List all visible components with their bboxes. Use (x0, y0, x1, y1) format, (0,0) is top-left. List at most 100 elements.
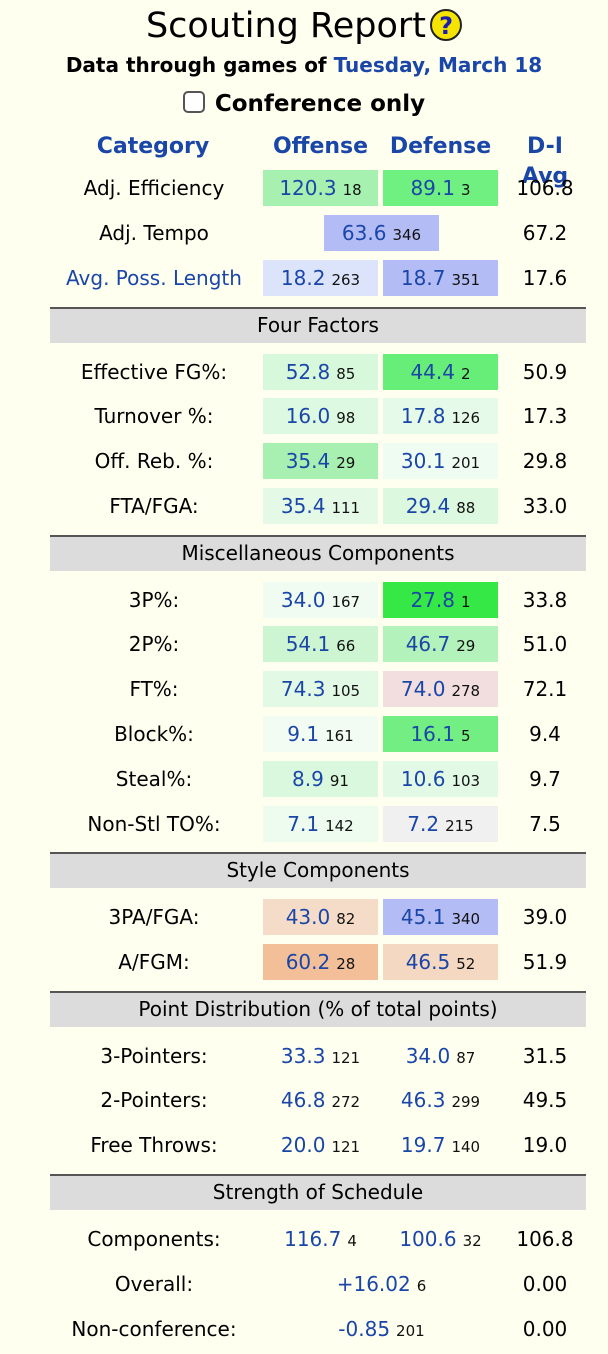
defense-rank: 201 (451, 454, 481, 472)
defense-value[interactable]: 7.2 (407, 812, 440, 836)
di-avg-value: 50.9 (522, 360, 568, 384)
offense-rank: 98 (336, 409, 356, 427)
offense-value[interactable]: 60.2 (285, 950, 331, 974)
defense-value[interactable]: 44.4 (410, 360, 455, 384)
offense-value[interactable]: 9.1 (287, 722, 320, 746)
row-label: Adj. Tempo (99, 221, 209, 245)
row-label: Effective FG%: (80, 360, 228, 384)
offense-rank: 105 (331, 682, 361, 700)
help-icon[interactable]: ? (430, 9, 463, 41)
offense-value[interactable]: 34.0 (280, 588, 326, 612)
offense-rank: 111 (331, 499, 361, 517)
di-avg-value: 106.8 (516, 176, 574, 200)
row-3p-pct: 3P%: 34.0 167 27.8 1 33.8 (0, 582, 608, 618)
offense-rank: 272 (331, 1093, 361, 1111)
defense-value[interactable]: 45.1 (400, 905, 446, 929)
defense-value[interactable]: 27.8 (410, 588, 455, 612)
row-label: 2-Pointers: (100, 1088, 208, 1112)
offense-value[interactable]: 52.8 (285, 360, 331, 384)
defense-value[interactable]: 16.1 (410, 722, 455, 746)
avg-poss-length-link[interactable]: Avg. Poss. Length (66, 266, 242, 290)
offense-cell: 20.0 121 (263, 1127, 378, 1163)
defense-value[interactable]: 34.0 (405, 1044, 451, 1068)
row-turnover-pct: Turnover %: 16.0 98 17.8 126 17.3 (0, 398, 608, 434)
offense-rank: 85 (336, 365, 356, 383)
defense-cell: 46.7 29 (383, 626, 498, 662)
offense-rank: 18 (342, 181, 362, 199)
di-avg-value: 0.00 (522, 1272, 568, 1296)
di-avg-value: 72.1 (522, 677, 568, 701)
defense-value[interactable]: 29.4 (405, 494, 451, 518)
defense-value[interactable]: 19.7 (400, 1133, 446, 1157)
defense-value[interactable]: 89.1 (410, 176, 455, 200)
row-adj-efficiency: Adj. Efficiency 120.3 18 89.1 3 106.8 (0, 170, 608, 206)
defense-value[interactable]: 18.7 (400, 266, 446, 290)
offense-cell: 35.4 29 (263, 443, 378, 479)
nonconf-cell: -0.85 201 (324, 1311, 439, 1347)
offense-value[interactable]: 54.1 (285, 632, 331, 656)
header-category[interactable]: Category (96, 134, 210, 159)
defense-cell: 46.3 299 (383, 1082, 498, 1118)
header-di-avg[interactable]: D-I Avg (521, 134, 569, 189)
page-title: Scouting Report? (0, 4, 608, 48)
nonconf-value[interactable]: -0.85 (338, 1317, 391, 1341)
nonconf-rank: 201 (396, 1322, 425, 1340)
row-label: Adj. Efficiency (83, 176, 225, 200)
row-label: Block%: (114, 722, 194, 746)
defense-rank: 32 (462, 1232, 482, 1250)
offense-value[interactable]: 116.7 (284, 1227, 342, 1251)
conference-only-checkbox[interactable] (182, 91, 205, 113)
data-through-subtitle: Data through games of Tuesday, March 18 (0, 51, 608, 79)
offense-value[interactable]: 8.9 (292, 767, 324, 791)
defense-cell: 100.6 32 (383, 1221, 498, 1257)
header-offense[interactable]: Offense (272, 134, 369, 159)
row-2p-pct: 2P%: 54.1 66 46.7 29 51.0 (0, 626, 608, 662)
subtitle-prefix: Data through games of (65, 53, 327, 77)
overall-cell: +16.02 6 (324, 1266, 439, 1302)
offense-value[interactable]: 46.8 (280, 1088, 326, 1112)
offense-value[interactable]: 74.3 (280, 677, 326, 701)
offense-value[interactable]: 16.0 (285, 404, 331, 428)
offense-value[interactable]: 43.0 (285, 905, 331, 929)
offense-value[interactable]: 7.1 (287, 812, 320, 836)
section-four-factors: Four Factors (50, 307, 586, 343)
defense-value[interactable]: 30.1 (400, 449, 446, 473)
offense-value[interactable]: 20.0 (280, 1133, 326, 1157)
defense-value[interactable]: 100.6 (399, 1227, 457, 1251)
defense-rank: 5 (460, 727, 471, 745)
defense-cell: 18.7 351 (383, 260, 498, 296)
defense-value[interactable]: 46.7 (405, 632, 451, 656)
di-avg-value: 49.5 (522, 1088, 568, 1112)
offense-value[interactable]: 35.4 (280, 494, 326, 518)
offense-rank: 82 (336, 910, 356, 928)
defense-value[interactable]: 74.0 (400, 677, 446, 701)
defense-rank: 126 (451, 409, 481, 427)
row-label: A/FGM: (118, 950, 190, 974)
row-2-pointers: 2-Pointers: 46.8 272 46.3 299 49.5 (0, 1082, 608, 1118)
tempo-value[interactable]: 63.6 (341, 221, 387, 245)
defense-value[interactable]: 46.5 (405, 950, 451, 974)
offense-cell: 52.8 85 (263, 354, 378, 390)
section-point-distribution: Point Distribution (% of total points) (50, 991, 586, 1027)
defense-rank: 140 (451, 1138, 481, 1156)
defense-value[interactable]: 46.3 (400, 1088, 446, 1112)
overall-value[interactable]: +16.02 (336, 1272, 411, 1296)
defense-value[interactable]: 10.6 (400, 767, 446, 791)
offense-value[interactable]: 120.3 (279, 176, 337, 200)
offense-value[interactable]: 33.3 (280, 1044, 326, 1068)
tempo-cell: 63.6 346 (324, 215, 439, 251)
offense-cell: 35.4 111 (263, 488, 378, 524)
row-label: FT%: (129, 677, 179, 701)
row-label: 3P%: (128, 588, 180, 612)
row-label: Non-Stl TO%: (87, 812, 221, 836)
header-defense[interactable]: Defense (389, 134, 492, 159)
defense-rank: 299 (451, 1093, 481, 1111)
defense-rank: 88 (456, 499, 476, 517)
section-misc-components: Miscellaneous Components (50, 535, 586, 571)
defense-cell: 29.4 88 (383, 488, 498, 524)
defense-value[interactable]: 17.8 (400, 404, 446, 428)
offense-value[interactable]: 18.2 (280, 266, 326, 290)
defense-cell: 27.8 1 (383, 582, 498, 618)
offense-value[interactable]: 35.4 (285, 449, 331, 473)
conference-only-toggle[interactable]: Conference only (0, 89, 608, 119)
